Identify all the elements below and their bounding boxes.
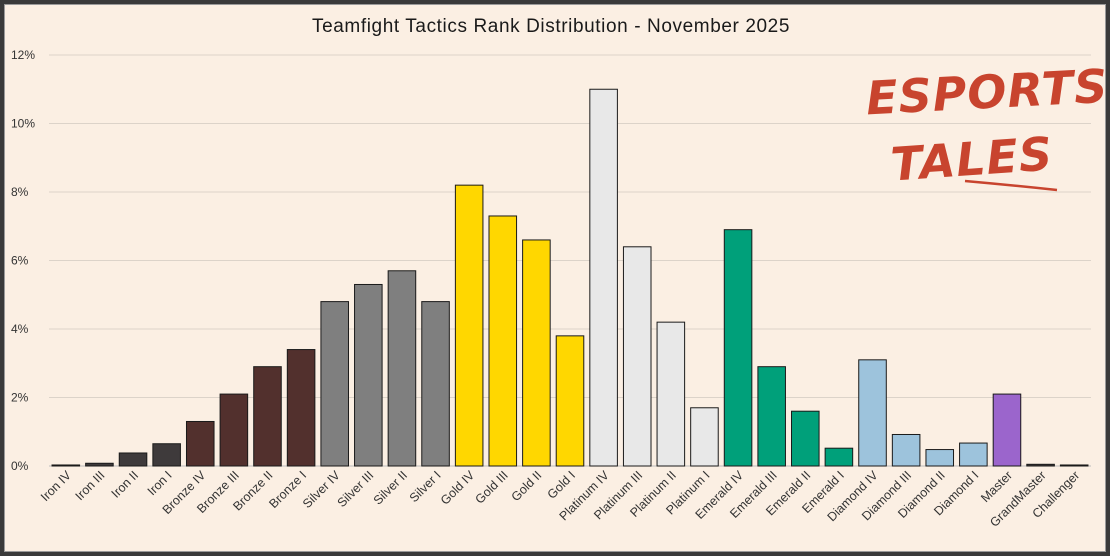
y-axis-ticks: 0% 2% 4% 6% 8% 10% 12% bbox=[11, 48, 35, 473]
x-tick-label: Gold IV bbox=[438, 468, 478, 508]
bar bbox=[387, 270, 417, 467]
bar bbox=[959, 442, 988, 467]
bar bbox=[891, 433, 921, 467]
bar bbox=[286, 349, 316, 467]
y-tick-label: 12% bbox=[11, 48, 35, 62]
x-tick-label: Iron I bbox=[145, 468, 175, 498]
x-tick-label: Silver I bbox=[407, 468, 444, 505]
bar bbox=[555, 335, 585, 467]
bar bbox=[488, 215, 518, 467]
bar bbox=[421, 301, 450, 467]
bar bbox=[824, 447, 854, 467]
x-tick-label: Gold II bbox=[509, 468, 545, 504]
y-tick-label: 4% bbox=[11, 322, 29, 336]
bar bbox=[85, 462, 114, 467]
bars bbox=[51, 88, 1089, 467]
x-tick-label: Iron III bbox=[73, 468, 108, 503]
chart-frame: Teamfight Tactics Rank Distribution - No… bbox=[4, 4, 1107, 552]
bar bbox=[589, 88, 618, 467]
bar bbox=[656, 321, 686, 467]
bar bbox=[690, 407, 719, 467]
bar bbox=[992, 393, 1022, 467]
bar bbox=[253, 366, 282, 467]
y-tick-label: 6% bbox=[11, 254, 29, 268]
bar bbox=[354, 283, 383, 467]
bar-chart: Teamfight Tactics Rank Distribution - No… bbox=[11, 16, 1107, 530]
bar bbox=[118, 452, 148, 467]
chart-title: Teamfight Tactics Rank Distribution - No… bbox=[312, 16, 790, 37]
x-tick-label: Gold III bbox=[473, 468, 511, 506]
bar bbox=[219, 393, 249, 467]
x-tick-label: Iron II bbox=[109, 468, 142, 501]
bar bbox=[1026, 463, 1055, 467]
bar bbox=[152, 443, 181, 467]
x-tick-label: Iron IV bbox=[38, 468, 74, 504]
bar bbox=[185, 420, 215, 467]
bar bbox=[757, 366, 786, 467]
x-tick-label: Silver III bbox=[335, 468, 377, 510]
y-tick-label: 2% bbox=[11, 391, 29, 405]
x-tick-label: Silver IV bbox=[300, 468, 343, 511]
bar bbox=[51, 464, 81, 467]
bar bbox=[791, 410, 820, 467]
y-tick-label: 0% bbox=[11, 459, 29, 473]
bar bbox=[622, 246, 652, 467]
y-tick-label: 10% bbox=[11, 117, 35, 131]
bar bbox=[320, 301, 349, 467]
y-tick-label: 8% bbox=[11, 185, 29, 199]
bar bbox=[723, 229, 753, 467]
bar bbox=[858, 359, 887, 467]
bar bbox=[522, 239, 551, 467]
logo-underline bbox=[964, 179, 1058, 192]
bar bbox=[925, 449, 955, 467]
x-tick-label: Silver II bbox=[371, 468, 410, 507]
bar bbox=[454, 184, 484, 467]
esports-tales-logo: ESPORTS TALES bbox=[865, 59, 1107, 192]
logo-line-1: ESPORTS bbox=[865, 59, 1107, 126]
bar bbox=[1059, 464, 1089, 467]
